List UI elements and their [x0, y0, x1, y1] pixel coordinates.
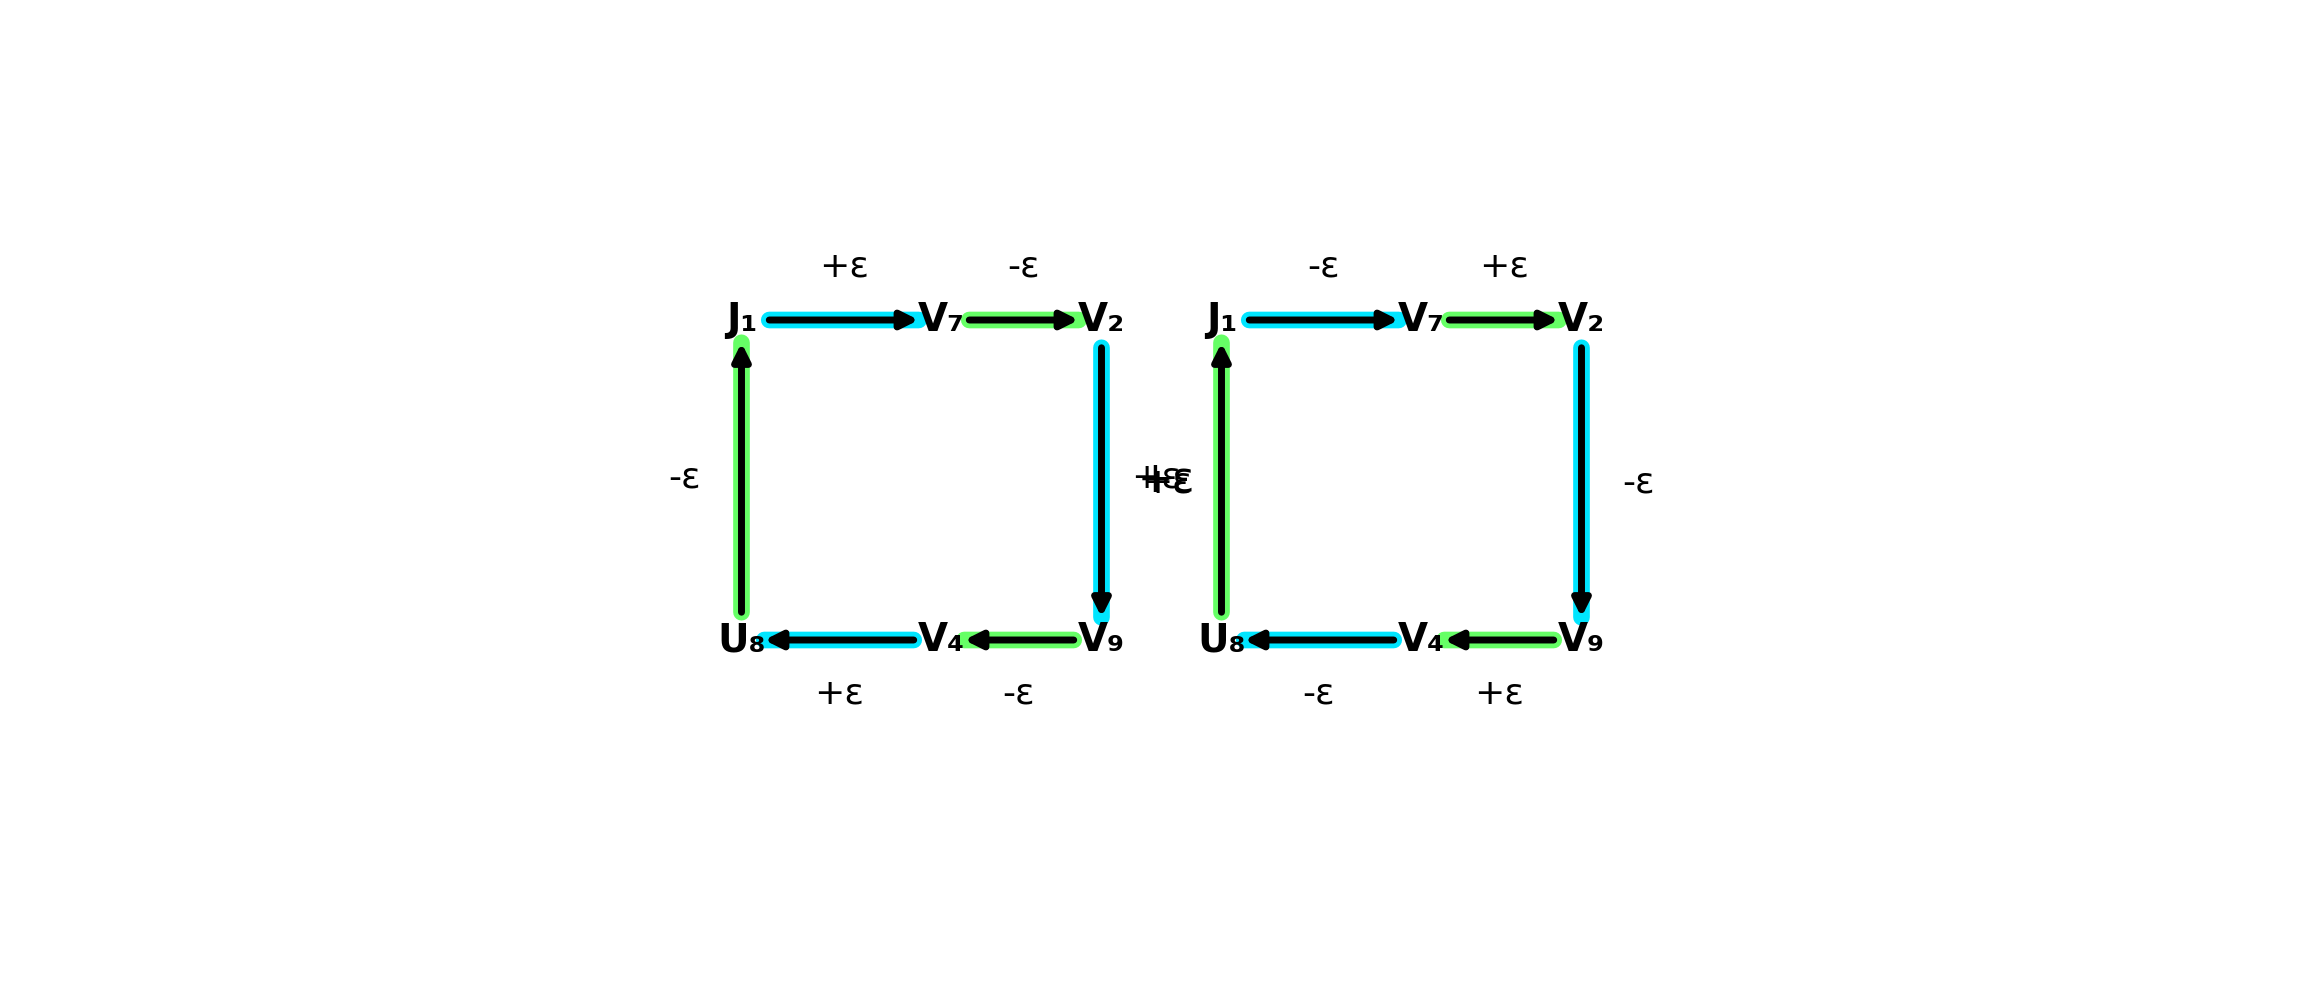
Text: +ε: +ε: [1138, 459, 1196, 501]
Text: +ε: +ε: [1480, 250, 1529, 284]
Text: -ε: -ε: [1004, 676, 1036, 710]
Text: U₈: U₈: [1196, 621, 1245, 659]
Text: V₂: V₂: [1078, 301, 1124, 339]
Text: V₇: V₇: [918, 301, 964, 339]
Text: V₄: V₄: [918, 621, 964, 659]
Text: +ε: +ε: [820, 250, 869, 284]
Text: -ε: -ε: [1621, 465, 1654, 499]
Text: U₈: U₈: [718, 621, 767, 659]
Text: V₄: V₄: [1398, 621, 1445, 659]
Text: +ε: +ε: [813, 676, 864, 710]
Text: -ε: -ε: [1308, 250, 1340, 284]
Text: V₇: V₇: [1398, 301, 1445, 339]
Text: +ε: +ε: [1475, 676, 1524, 710]
Text: V₂: V₂: [1559, 301, 1605, 339]
Text: J₁: J₁: [1206, 301, 1238, 339]
Text: V₉: V₉: [1559, 621, 1605, 659]
Text: +ε: +ε: [1131, 460, 1180, 494]
Text: -ε: -ε: [669, 460, 702, 494]
Text: +ε: +ε: [1143, 465, 1192, 499]
Text: -ε: -ε: [1303, 676, 1336, 710]
Text: J₁: J₁: [725, 301, 757, 339]
Text: -ε: -ε: [1008, 250, 1041, 284]
Text: V₉: V₉: [1078, 621, 1124, 659]
